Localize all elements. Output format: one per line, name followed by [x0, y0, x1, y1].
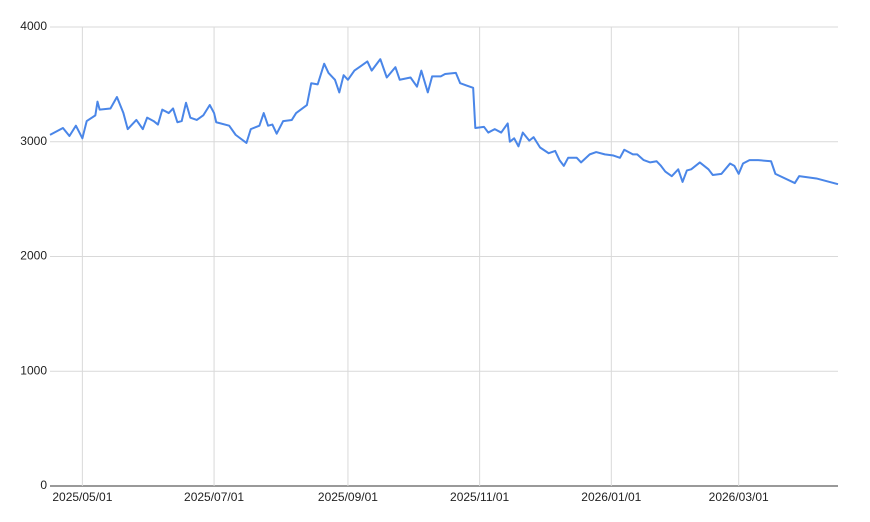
x-tick-label: 2025/07/01	[184, 490, 244, 504]
line	[49, 58, 839, 186]
x-tick-label: 2026/03/01	[709, 490, 769, 504]
y-tick-label: 1000	[20, 363, 47, 377]
x-tick-label: 2025/09/01	[318, 490, 378, 504]
x-tick-label: 2026/01/01	[581, 490, 641, 504]
y-tick-label: 0	[40, 478, 47, 492]
x-tick-label: 2025/05/01	[52, 490, 112, 504]
y-tick-label: 4000	[20, 19, 47, 33]
x-tick-label: 2025/11/01	[450, 490, 509, 504]
y-tick-label: 2000	[20, 249, 47, 263]
y-tick-label: 3000	[20, 134, 47, 148]
